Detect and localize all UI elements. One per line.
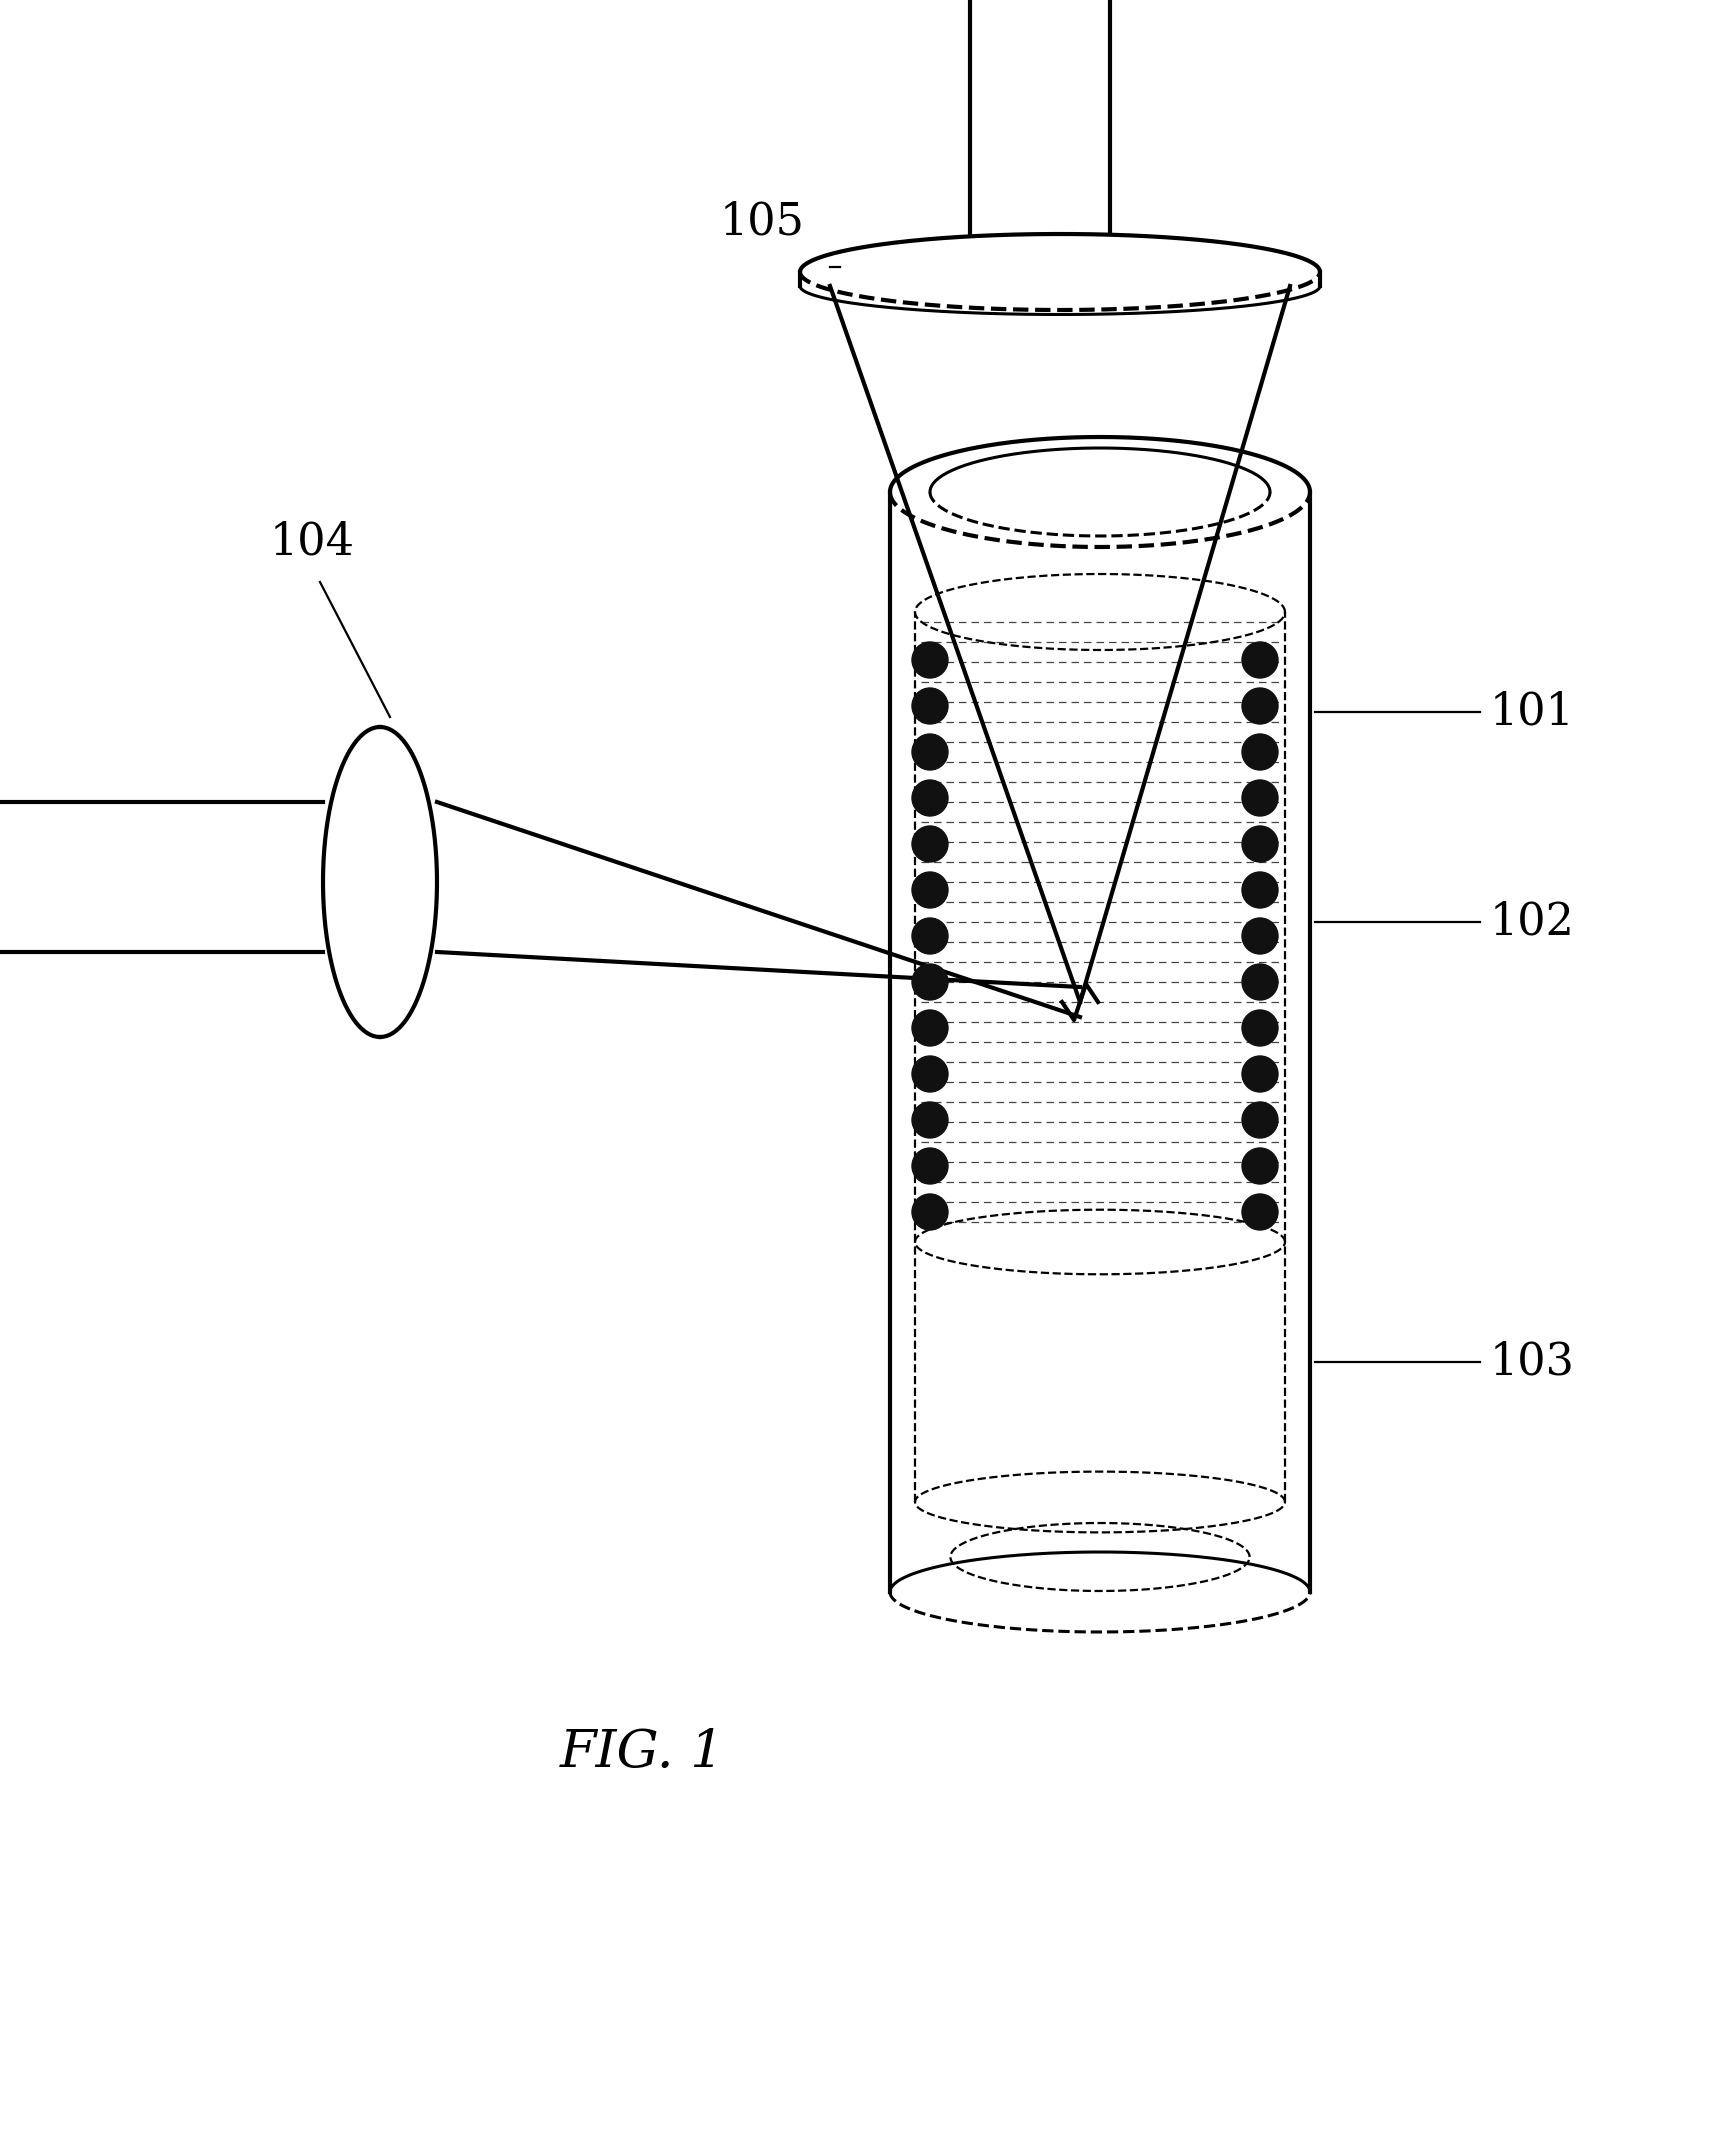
Circle shape: [911, 1101, 948, 1137]
Circle shape: [911, 919, 948, 953]
Circle shape: [911, 643, 948, 679]
Circle shape: [1243, 643, 1277, 679]
Circle shape: [911, 780, 948, 816]
Circle shape: [1243, 1101, 1277, 1137]
Text: FIG. 1: FIG. 1: [559, 1726, 725, 1778]
Circle shape: [911, 1011, 948, 1045]
Circle shape: [1243, 827, 1277, 861]
Circle shape: [1243, 919, 1277, 953]
Circle shape: [911, 872, 948, 908]
Circle shape: [911, 1056, 948, 1092]
Circle shape: [1243, 735, 1277, 769]
Text: 105: 105: [720, 201, 804, 244]
Circle shape: [1243, 1193, 1277, 1230]
Text: 101: 101: [1490, 690, 1574, 733]
Circle shape: [911, 1148, 948, 1185]
Circle shape: [1243, 872, 1277, 908]
Circle shape: [911, 964, 948, 1000]
Circle shape: [911, 735, 948, 769]
Circle shape: [911, 688, 948, 724]
Circle shape: [1243, 964, 1277, 1000]
Text: 102: 102: [1490, 900, 1574, 945]
Circle shape: [1243, 1056, 1277, 1092]
Text: 104: 104: [269, 521, 356, 563]
Text: 103: 103: [1490, 1341, 1574, 1384]
Circle shape: [1243, 688, 1277, 724]
Circle shape: [1243, 1011, 1277, 1045]
Circle shape: [1243, 780, 1277, 816]
Circle shape: [911, 827, 948, 861]
Circle shape: [911, 1193, 948, 1230]
Circle shape: [1243, 1148, 1277, 1185]
